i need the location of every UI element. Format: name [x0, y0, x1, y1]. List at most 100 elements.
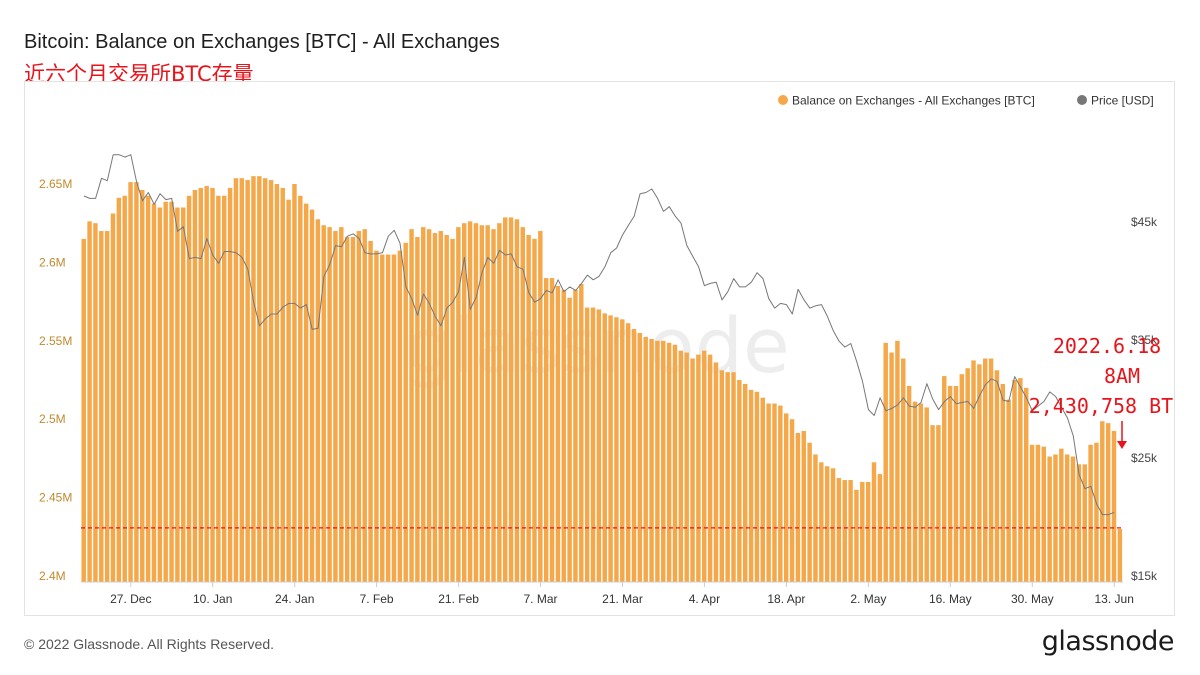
- balance-bar: [198, 187, 204, 583]
- balance-bar: [924, 407, 929, 582]
- balance-bar: [643, 336, 648, 582]
- left-axis-tick-label: 2.65M: [39, 177, 72, 191]
- balance-bar: [795, 433, 801, 582]
- balance-bar: [245, 180, 250, 582]
- balance-bar: [508, 217, 514, 582]
- balance-bar: [1105, 423, 1111, 582]
- balance-bar: [321, 225, 326, 583]
- legend-bar-label[interactable]: Balance on Exchanges - All Exchanges [BT…: [792, 94, 1035, 108]
- left-axis-tick-label: 2.6M: [39, 255, 66, 269]
- balance-bar: [175, 207, 180, 582]
- balance-bar: [491, 229, 496, 582]
- balance-bar: [666, 342, 672, 582]
- left-axis: 2.4M 2.45M 2.5M 2.55M 2.6M 2.65M: [39, 177, 72, 583]
- balance-bar: [415, 237, 420, 582]
- balance-bar: [1059, 448, 1064, 582]
- annotation-date: 2022.6.18: [1053, 334, 1161, 358]
- balance-bar: [702, 350, 707, 582]
- x-axis-tick-label: 10. Jan: [193, 592, 232, 606]
- balance-bar: [754, 391, 760, 582]
- balance-bar: [292, 184, 297, 582]
- balance-bar: [748, 389, 754, 582]
- balance-bar: [1012, 380, 1017, 582]
- balance-bar: [783, 413, 789, 582]
- balance-bar: [186, 195, 192, 582]
- balance-bar: [257, 176, 262, 582]
- balance-bar: [789, 419, 795, 582]
- balance-bar: [157, 207, 163, 582]
- balance-bar: [163, 201, 168, 582]
- balance-bar: [151, 203, 157, 582]
- balance-bar: [309, 209, 315, 582]
- balance-bar: [988, 358, 994, 582]
- balance-bar: [409, 229, 414, 582]
- balance-bar: [637, 332, 643, 582]
- balance-bar: [713, 362, 719, 582]
- annotation-value: 2,430,758 BTC: [1029, 394, 1174, 418]
- balance-bar: [895, 340, 900, 582]
- balance-bar: [327, 227, 332, 582]
- balance-bar: [684, 352, 689, 582]
- balance-bar: [614, 317, 619, 582]
- balance-bar: [719, 370, 725, 582]
- balance-bar: [1070, 456, 1076, 582]
- balance-bar: [778, 405, 783, 582]
- balance-bar: [181, 207, 186, 582]
- balance-bar: [93, 223, 98, 582]
- balance-bar: [286, 199, 291, 582]
- balance-bar: [1088, 444, 1093, 582]
- balance-bar: [953, 385, 959, 582]
- balance-bar: [192, 189, 198, 582]
- balance-bar: [391, 254, 397, 582]
- balance-bar: [672, 344, 678, 582]
- balance-bar: [216, 195, 221, 582]
- balance-bar: [467, 221, 473, 582]
- balance-bar: [1100, 421, 1105, 582]
- legend-price-label[interactable]: Price [USD]: [1091, 94, 1154, 108]
- balance-bar: [462, 223, 467, 582]
- balance-bar: [315, 219, 321, 582]
- balance-bar: [959, 374, 965, 582]
- right-axis-tick-label: $35k: [1131, 333, 1158, 347]
- x-axis-tick-label: 2. May: [850, 592, 886, 606]
- chart-title: Bitcoin: Balance on Exchanges [BTC] - Al…: [24, 31, 500, 53]
- x-axis-tick-label: 16. May: [929, 592, 972, 606]
- legend[interactable]: Balance on Exchanges - All Exchanges [BT…: [778, 94, 1154, 108]
- balance-bar: [854, 489, 859, 582]
- balance-bar: [889, 352, 894, 582]
- balance-bar: [110, 213, 116, 583]
- balance-bar: [678, 350, 684, 582]
- glassnode-logo[interactable]: glassnode: [1041, 626, 1175, 657]
- balance-bar: [169, 201, 174, 582]
- right-axis: $15k $25k $35k $45k: [1131, 215, 1158, 583]
- balance-bar: [971, 360, 976, 582]
- balance-bar: [227, 187, 233, 583]
- legend-bar-swatch: [778, 95, 788, 105]
- balance-bar: [912, 401, 918, 582]
- balance-bar: [842, 480, 847, 582]
- balance-bar: [134, 182, 139, 582]
- balance-bar: [473, 223, 479, 582]
- balance-bar: [426, 229, 432, 582]
- balance-bar: [303, 203, 309, 582]
- balance-bar: [268, 180, 274, 582]
- left-axis-tick-label: 2.55M: [39, 334, 72, 348]
- balance-bar: [339, 227, 344, 582]
- balance-bar: [520, 227, 525, 582]
- balance-bar: [210, 187, 215, 583]
- balance-bar: [579, 284, 584, 582]
- right-axis-tick-label: $25k: [1131, 451, 1158, 465]
- balance-bar: [543, 278, 549, 582]
- balance-bar: [661, 340, 666, 582]
- balance-bar: [479, 225, 485, 583]
- balance-bar: [485, 225, 490, 583]
- balance-bar: [608, 315, 613, 582]
- balance-bar: [368, 240, 373, 583]
- balance-bar: [526, 234, 531, 582]
- balance-bar: [116, 197, 122, 583]
- balance-bar: [737, 380, 742, 582]
- balance-bar: [99, 231, 104, 583]
- balance-bar: [573, 289, 578, 582]
- balance-bar: [772, 403, 777, 582]
- balance-bar: [1111, 430, 1117, 582]
